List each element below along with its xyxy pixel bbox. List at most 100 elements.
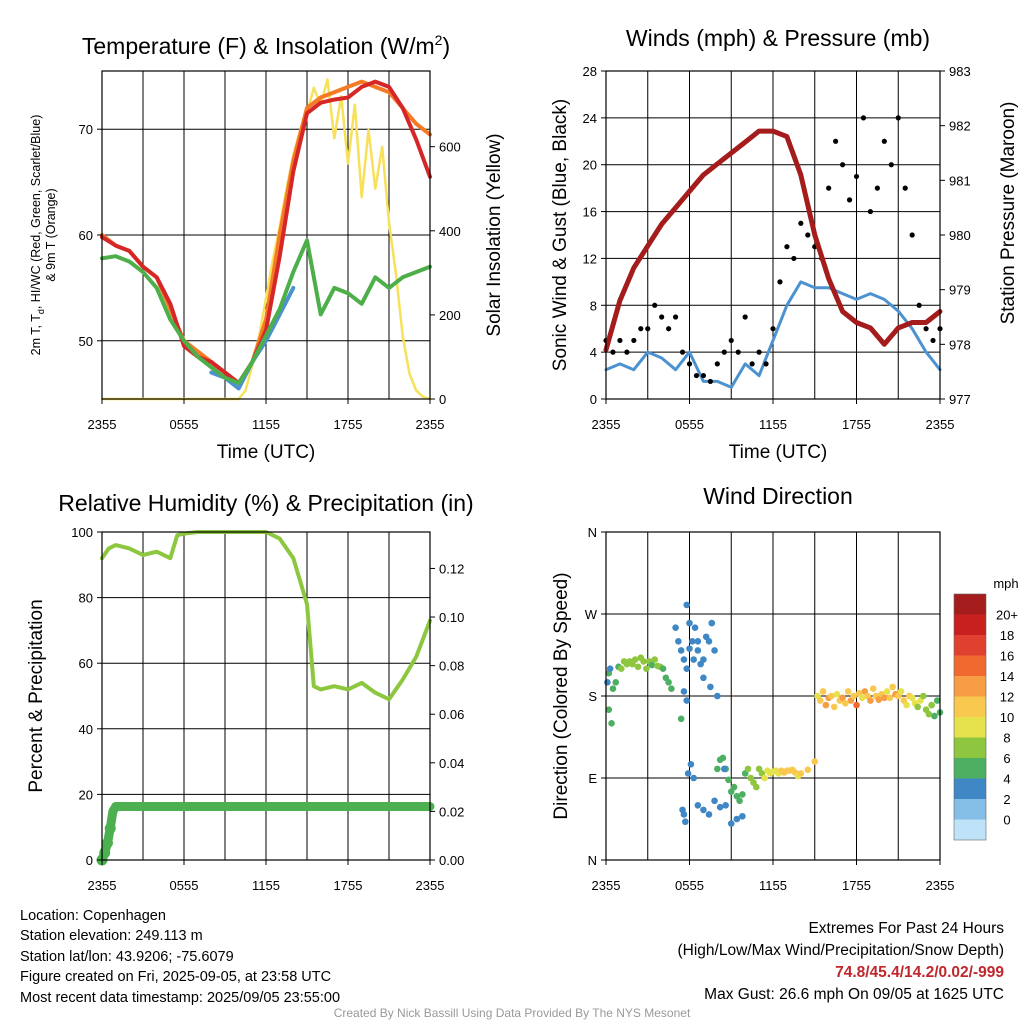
colorbar-title: mph (993, 576, 1018, 591)
direction-point (677, 647, 685, 654)
direction-point (720, 765, 728, 773)
winds-panel: Winds (mph) & Pressure (mb) 2355 0555 1155… (550, 25, 1019, 463)
location-text: Location: Copenhagen (20, 908, 166, 924)
direction-point (683, 697, 691, 704)
colorbar-label: 8 (1003, 731, 1010, 746)
direction-point (612, 679, 620, 686)
gust-point (798, 220, 804, 226)
gust-point (756, 349, 762, 355)
y-tick-label: 60 (79, 228, 93, 243)
temperature-y-axis-label: 2m T, Td, HI/WC (Red, Green, Scarlet/Blu… (29, 115, 46, 356)
gust-point (784, 244, 790, 250)
direction-point (694, 638, 702, 645)
direction-point (753, 783, 760, 791)
gust-point (645, 326, 651, 332)
x-tick-label: 2355 (926, 417, 955, 432)
y2-tick-label: 0 (439, 392, 446, 407)
gust-point (763, 361, 769, 367)
direction-point (908, 694, 916, 702)
gust-point (867, 208, 874, 215)
colorbar-label: 10 (1000, 710, 1014, 725)
precipitation-point (104, 822, 116, 834)
gust-point (888, 162, 894, 168)
y-tick-label: 80 (79, 591, 93, 606)
colorbar-label: 12 (1000, 690, 1014, 705)
gust-point (791, 255, 797, 262)
direction-point (707, 683, 714, 691)
direction-point (643, 665, 650, 672)
gust-point (617, 337, 623, 344)
direction-point (869, 685, 877, 693)
direction-point (668, 685, 675, 693)
y2-tick-label: 982 (949, 119, 971, 134)
x-tick-label: 1155 (252, 878, 280, 893)
gust-point (631, 337, 637, 344)
gust-point (610, 349, 616, 355)
y-tick-label: 0 (590, 392, 597, 407)
x-tick-label: 2355 (88, 878, 117, 893)
direction-point (609, 685, 617, 693)
direction-point (736, 797, 743, 805)
gust-point (707, 378, 713, 385)
direction-point (711, 647, 718, 654)
direction-point (897, 688, 905, 695)
gust-point (902, 185, 908, 191)
direction-point (714, 692, 721, 700)
precipitation-point (101, 837, 113, 849)
x-tick-label: 2355 (592, 417, 621, 432)
y-tick-label: N (588, 525, 597, 540)
x-tick-label: 2355 (592, 878, 621, 893)
y-tick-label: 20 (79, 787, 93, 802)
temperature-panel: Temperature (F) & Insolation (W/m2) 2355… (29, 32, 505, 463)
gust-point (826, 185, 832, 191)
plot-frame (101, 531, 431, 861)
gust-point (672, 314, 679, 320)
direction-point (700, 806, 707, 814)
x-tick-label: 2355 (416, 417, 445, 432)
y2-tick-label: 0.10 (439, 610, 464, 625)
x-tick-label: 1755 (334, 417, 363, 432)
x-tick-label: 0555 (170, 878, 199, 893)
y2-tick-label: 0.06 (439, 707, 464, 722)
direction-point (850, 692, 858, 700)
direction-point (694, 647, 702, 654)
temp-2m-series (100, 79, 432, 386)
y-tick-label: E (588, 771, 597, 786)
colorbar-label: 2 (1003, 792, 1010, 807)
direction-point (733, 815, 741, 823)
colorbar-swatch (954, 676, 986, 697)
direction-point (920, 692, 927, 700)
direction-point (931, 712, 938, 720)
y2-tick-label: 200 (439, 308, 461, 323)
elevation-text: Station elevation: 249.113 m (20, 928, 203, 945)
wind-direction-y-axis-label: Direction (Colored By Speed) (551, 572, 572, 819)
direction-point (608, 720, 615, 727)
gust-point (735, 349, 741, 355)
y-tick-label: 60 (79, 656, 93, 671)
direction-point (817, 697, 824, 704)
direction-point (690, 656, 697, 663)
direction-point (711, 797, 718, 805)
colorbar-swatch (954, 614, 986, 635)
direction-point (686, 619, 693, 627)
precipitation-point (99, 847, 111, 859)
direction-point (858, 694, 866, 702)
direction-point (631, 656, 639, 663)
direction-point (651, 656, 659, 663)
x-tick-label: 0555 (675, 878, 704, 893)
direction-point (691, 624, 699, 631)
gust-point (833, 138, 839, 144)
x-tick-label: 1755 (334, 878, 363, 893)
colorbar-label: 14 (1000, 669, 1014, 684)
y2-tick-label: 0.00 (439, 853, 464, 868)
wind-direction-panel-title: Wind Direction (703, 483, 853, 509)
gust-point (700, 372, 707, 379)
winds-y-axis-label: Sonic Wind & Gust (Blue, Black) (550, 99, 571, 371)
dewpoint-series (100, 238, 432, 386)
y2-tick-label: 0.08 (439, 659, 464, 674)
gust-point (853, 173, 860, 180)
direction-point (853, 701, 860, 709)
direction-point (914, 703, 922, 711)
extremes-values: 74.8/45.4/14.2/0.02/-999 (835, 964, 1004, 981)
x-tick-label: 1755 (842, 417, 871, 432)
